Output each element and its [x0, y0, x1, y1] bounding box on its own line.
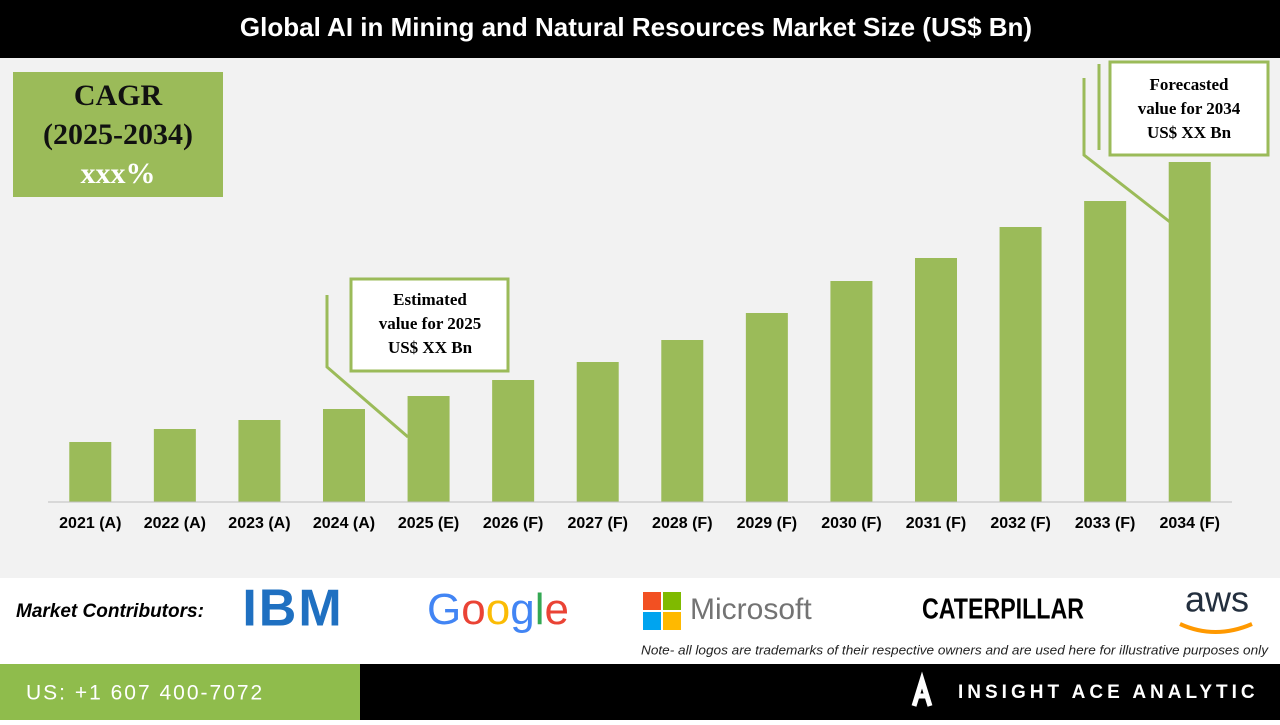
bar [830, 281, 873, 502]
x-tick-label: 2024 (A) [313, 515, 375, 532]
cagr-period: (2025-2034) [43, 118, 193, 151]
cagr-label: CAGR [74, 79, 163, 112]
logo-ibm: IBM [242, 580, 343, 638]
bar [407, 396, 450, 502]
title-bar [0, 0, 1280, 58]
contributors-label: Market Contributors: [16, 601, 204, 622]
bar [661, 340, 704, 502]
bar [69, 442, 112, 502]
callout-text: Forecasted [1150, 75, 1230, 94]
contributors-band [0, 578, 1280, 664]
callout-text: value for 2034 [1138, 99, 1241, 118]
bar [999, 227, 1042, 502]
x-tick-label: 2026 (F) [483, 515, 543, 532]
logo-caterpillar: CATERPILLAR [922, 594, 1084, 626]
logo-aws: aws [1185, 579, 1249, 620]
callout-text: value for 2025 [379, 314, 482, 333]
x-tick-label: 2033 (F) [1075, 515, 1135, 532]
phone-band [0, 664, 360, 720]
bar [1084, 201, 1127, 502]
cagr-box [13, 72, 223, 197]
brand: INSIGHT ACE ANALYTIC [958, 682, 1259, 703]
bar [323, 409, 365, 502]
bar [153, 429, 196, 502]
brand-icon [911, 671, 933, 707]
note: Note- all logos are trademarks of their … [641, 642, 1270, 657]
callout-box [349, 277, 510, 373]
x-tick-label: 2027 (F) [567, 515, 627, 532]
bar [576, 362, 619, 502]
callout-text: US$ XX Bn [388, 338, 473, 357]
brand-band [360, 664, 1280, 720]
x-tick-label: 2025 (E) [398, 515, 459, 532]
bar [1168, 162, 1211, 502]
logo-microsoft: Microsoft [690, 593, 812, 626]
x-tick-label: 2030 (F) [821, 515, 881, 532]
aws-smile [1179, 622, 1253, 634]
callout-leader [325, 295, 409, 439]
x-tick-label: 2022 (A) [144, 515, 206, 532]
bar [492, 380, 535, 502]
bar [915, 258, 957, 502]
x-tick-label: 2031 (F) [906, 515, 966, 532]
x-tick-label: 2029 (F) [737, 515, 797, 532]
bar [745, 313, 788, 502]
bar [238, 420, 281, 502]
callout-box [1108, 60, 1270, 157]
x-tick-label: 2021 (A) [59, 515, 121, 532]
phone: US: +1 607 400-7072 [26, 682, 264, 705]
x-tick-label: 2028 (F) [652, 515, 712, 532]
chart-title: Global AI in Mining and Natural Resource… [240, 12, 1032, 42]
x-tick-label: 2023 (A) [228, 515, 290, 532]
callout-text: Estimated [393, 290, 467, 309]
x-tick-label: 2034 (F) [1159, 515, 1219, 532]
x-tick-label: 2032 (F) [990, 515, 1050, 532]
logo-google: Google [427, 585, 569, 634]
callout-leader [1082, 78, 1171, 224]
cagr-value: xxx% [81, 157, 156, 190]
callout-text: US$ XX Bn [1147, 123, 1232, 142]
microsoft-icon [643, 592, 681, 630]
